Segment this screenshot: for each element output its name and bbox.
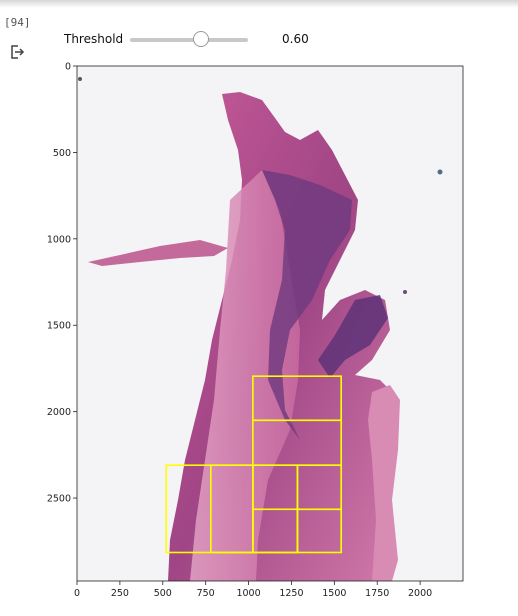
x-tick-label: 1500 <box>322 588 346 599</box>
threshold-value: 0.60 <box>282 32 309 46</box>
x-tick-label: 250 <box>111 588 129 599</box>
x-tick-label: 1750 <box>365 588 389 599</box>
y-axis: 0 500 1000 1500 2000 2500 <box>47 62 77 505</box>
y-tick-label: 1500 <box>47 321 71 332</box>
detection-box <box>296 508 342 554</box>
y-tick-label: 0 <box>65 62 71 73</box>
execution-count: [94] <box>4 16 31 29</box>
y-tick-label: 500 <box>53 148 71 159</box>
slider-track[interactable] <box>130 38 248 42</box>
cell-top-border <box>0 0 518 8</box>
x-tick-label: 750 <box>197 588 215 599</box>
x-tick-label: 2000 <box>408 588 432 599</box>
y-tick-label: 2000 <box>47 407 71 418</box>
threshold-label: Threshold <box>64 32 124 46</box>
y-tick-label: 2500 <box>47 494 71 505</box>
x-tick-label: 500 <box>154 588 172 599</box>
detection-boxes <box>165 375 342 554</box>
threshold-slider[interactable] <box>130 31 248 49</box>
tissue-image <box>77 66 463 581</box>
axes-frame <box>76 65 464 582</box>
x-tick-label: 0 <box>74 588 80 599</box>
output-arrow-icon[interactable] <box>9 44 25 60</box>
y-tick-label: 1000 <box>47 234 71 245</box>
slider-handle[interactable] <box>192 31 209 47</box>
x-tick-label: 1000 <box>236 588 260 599</box>
x-axis: 0 250 500 750 1000 1250 1500 1750 2000 <box>74 581 432 599</box>
x-tick-label: 1250 <box>279 588 303 599</box>
